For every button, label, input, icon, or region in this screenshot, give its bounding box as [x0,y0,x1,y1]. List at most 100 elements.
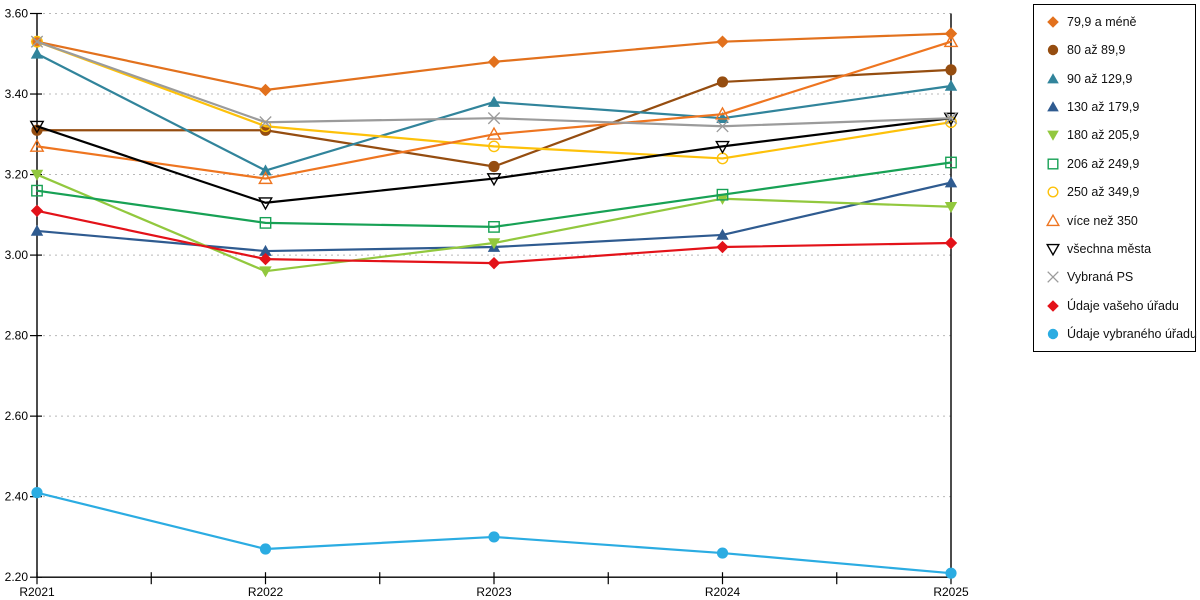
data-point-marker [1045,213,1061,226]
data-point-marker [258,170,273,185]
legend-item-label: všechna města [1067,241,1152,256]
data-point-marker [944,27,958,40]
data-point-marker [1047,72,1059,84]
data-point-marker [31,487,43,499]
data-point-marker [30,47,44,59]
legend-item-label: Vybraná PS [1067,270,1134,285]
legend-item-label: 180 až 205,9 [1067,128,1140,143]
data-point-marker [716,547,729,559]
legend-item: 206 až 249,9 [1045,156,1191,172]
data-point-marker [944,236,958,250]
x-tick-label: R2022 [248,585,284,599]
x-tick-label: R2021 [19,585,55,599]
legend-item: 130 až 179,9 [1045,99,1191,115]
legend-item-label: Údaje vybraného úřadu [1067,326,1197,341]
y-tick-label: 3.60 [5,7,29,21]
data-point-marker [716,35,729,48]
data-point-marker [943,34,959,48]
data-point-marker [1047,45,1059,56]
data-point-marker [945,156,957,169]
triangle-down-filled-legend-icon [1047,131,1059,142]
legend-item-label: 79,9 a méně [1067,15,1137,29]
data-point-marker [29,138,45,152]
series-x [30,35,958,133]
x-tick-label: R2025 [933,585,969,599]
data-point-marker [488,140,500,153]
data-point-marker [944,79,958,91]
data-point-marker [1047,186,1059,198]
y-tick-label: 2.60 [5,409,29,423]
legend-item-label: 80 až 89,9 [1067,43,1126,58]
y-tick-label: 2.20 [5,570,29,584]
data-point-marker [488,221,500,233]
legend-item: 250 až 349,9 [1045,184,1191,200]
data-point-marker [716,228,729,240]
data-point-marker [30,35,44,48]
data-point-marker [487,238,501,250]
data-point-marker [259,543,272,555]
circle-filled-legend-icon [1047,328,1059,340]
data-point-marker [487,55,501,69]
legend-item: 180 až 205,9 [1045,127,1191,143]
legend-item: Vybraná PS [1045,269,1191,285]
series-circle-filled [31,487,957,579]
circle-open-legend-icon [1047,186,1059,198]
series-diamond-filled [30,204,958,270]
y-tick-label: 2.40 [5,490,29,504]
data-point-marker [259,120,272,133]
data-point-marker [716,111,729,123]
triangle-up-filled-legend-icon [1047,72,1059,84]
legend-item-label: Údaje vašeho úřadu [1067,298,1179,313]
x-legend-icon [1047,271,1059,283]
legend-item: Údaje vašeho úřadu [1045,298,1191,314]
series-circle-filled [31,64,957,173]
data-point-marker [1047,158,1059,170]
legend-item-label: více než 350 [1067,213,1138,228]
data-point-marker [1047,131,1059,142]
data-point-marker [715,106,730,120]
data-point-marker [30,224,44,236]
series-triangle-up-filled [30,47,958,176]
data-point-marker [259,266,272,278]
data-point-marker [716,76,729,88]
data-point-marker [944,176,958,188]
data-point-marker [716,240,729,254]
legend-item: více než 350 [1045,213,1191,229]
data-point-marker [259,83,272,97]
data-point-marker [1047,299,1059,312]
data-point-marker [715,140,730,154]
data-point-marker [944,201,958,213]
chart-legend: 79,9 a méně 80 až 89,9 90 až 129,9 130 až 1… [1033,4,1197,352]
data-point-marker [1047,101,1059,112]
x-tick-label: R2024 [705,585,741,599]
data-point-marker [486,173,502,187]
series-square-open [31,156,957,233]
data-point-marker [716,120,729,133]
series-line [35,173,953,273]
data-point-marker [29,120,45,134]
legend-item-label: 206 až 249,9 [1067,156,1140,171]
data-point-marker [716,188,729,201]
data-point-marker [259,216,272,229]
data-point-marker [1047,271,1059,283]
data-point-marker [31,35,43,48]
data-point-marker [945,116,957,129]
series-circle-open [31,35,957,165]
data-point-marker [1045,243,1061,257]
diamond-filled-legend-icon [1047,299,1059,312]
data-point-marker [31,184,43,197]
triangle-up-filled-legend-icon [1047,101,1059,112]
diamond-filled-legend-icon [1047,16,1059,28]
series-triangle-up-open [29,34,959,185]
series-triangle-down-open [29,112,959,211]
data-point-marker [486,126,502,140]
data-point-marker [488,531,500,543]
x-tick-label: R2023 [476,585,512,599]
legend-item-label: 250 až 349,9 [1067,185,1140,200]
y-tick-label: 2.80 [5,329,29,343]
y-tick-label: 3.40 [5,87,29,101]
data-point-marker [259,164,272,176]
legend-item: Údaje vybraného úřadu [1045,326,1197,342]
